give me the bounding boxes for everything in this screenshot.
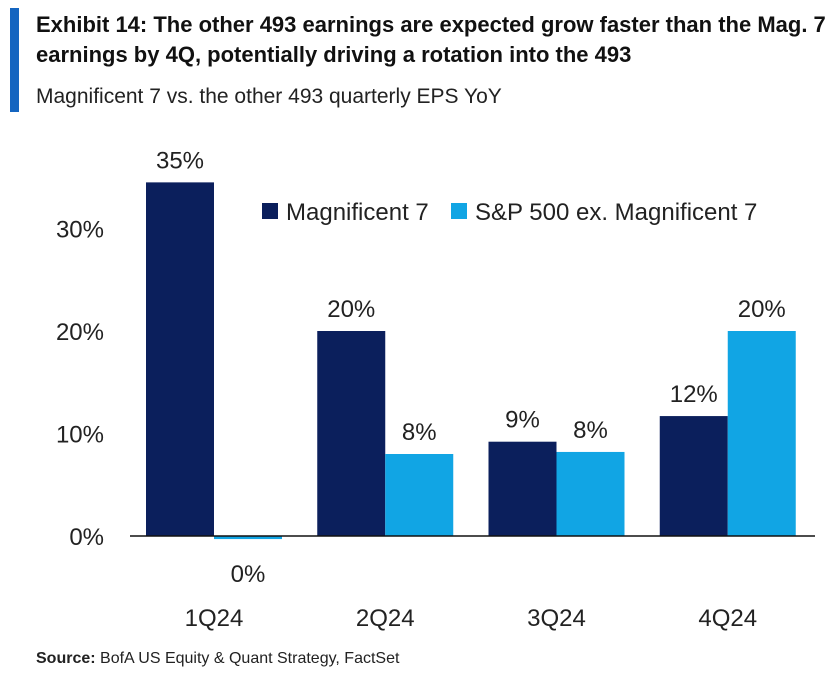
x-tick-label: 3Q24 [527,605,586,632]
legend-label: Magnificent 7 [286,199,429,226]
bar-magnificent-7-1q24 [146,182,214,536]
bar-chart: 0% 10% 20% 30% 35% 0% 1Q24 20% 8% 2Q24 9% 8% 3Q24 12%… [56,147,815,632]
y-tick-label: 20% [56,319,104,346]
data-label: 8% [573,417,608,444]
legend-label: S&P 500 ex. Magnificent 7 [475,199,757,226]
chart-subtitle: Magnificent 7 vs. the other 493 quarterl… [36,85,502,108]
data-label: 0% [231,561,266,588]
accent-bar [10,8,19,112]
data-label: 20% [738,296,786,323]
data-label: 35% [156,147,204,174]
bar-sp500-ex-mag7-3q24 [556,451,625,536]
y-tick-label: 0% [69,524,104,551]
bar-magnificent-7-3q24 [488,441,557,536]
x-tick-label: 2Q24 [356,605,415,632]
x-tick-label: 4Q24 [698,605,757,632]
legend-swatch-sp500-ex-mag7 [451,203,467,219]
x-tick-label: 1Q24 [185,605,244,632]
bar-sp500-ex-mag7-1q24 [214,536,282,540]
bar-magnificent-7-2q24 [317,331,386,536]
y-tick-label: 10% [56,422,104,449]
bar-sp500-ex-mag7-4q24 [727,331,796,536]
source-text: BofA US Equity & Quant Strategy, FactSet [95,650,400,667]
source-label: Source: [36,650,96,667]
chart-title: Exhibit 14: The other 493 earnings are e… [36,12,826,67]
bar-sp500-ex-mag7-2q24 [385,454,454,536]
y-tick-label: 30% [56,217,104,244]
bar-magnificent-7-4q24 [659,416,728,536]
source-note: Source: BofA US Equity & Quant Strategy,… [36,650,399,668]
data-label: 20% [327,296,375,323]
data-label: 8% [402,419,437,446]
data-label: 12% [670,381,718,408]
legend-swatch-magnificent-7 [262,203,278,219]
data-label: 9% [505,407,540,434]
